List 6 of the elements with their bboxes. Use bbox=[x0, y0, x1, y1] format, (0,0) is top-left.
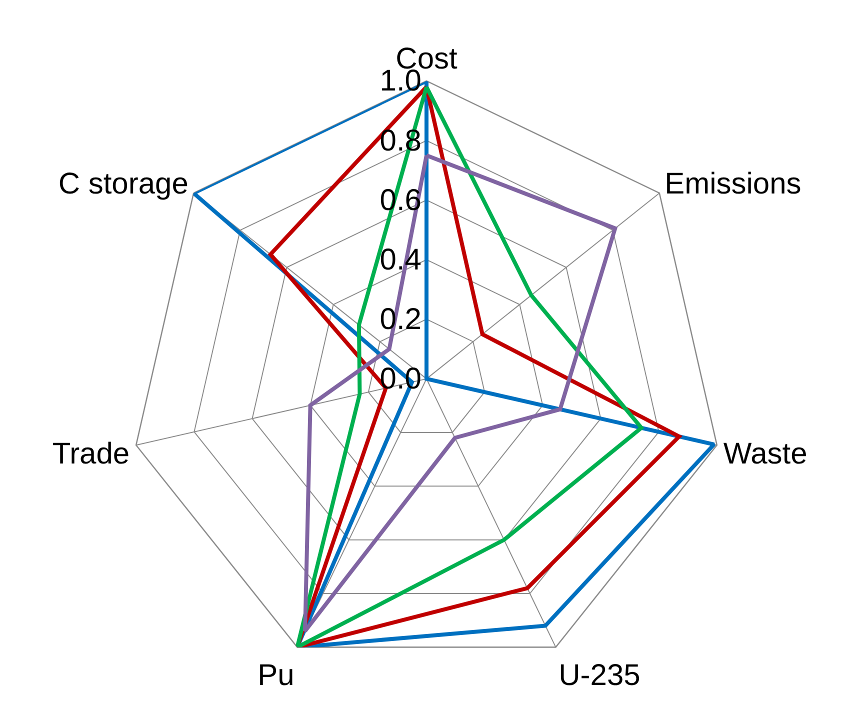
spoke-label: Trade bbox=[52, 437, 130, 470]
spoke-label: C storage bbox=[58, 167, 188, 200]
spoke-label: Pu bbox=[258, 658, 294, 692]
spoke-label: Emissions bbox=[664, 167, 802, 200]
spoke-label: Waste bbox=[723, 437, 808, 470]
spoke-label: U-235 bbox=[558, 658, 640, 692]
